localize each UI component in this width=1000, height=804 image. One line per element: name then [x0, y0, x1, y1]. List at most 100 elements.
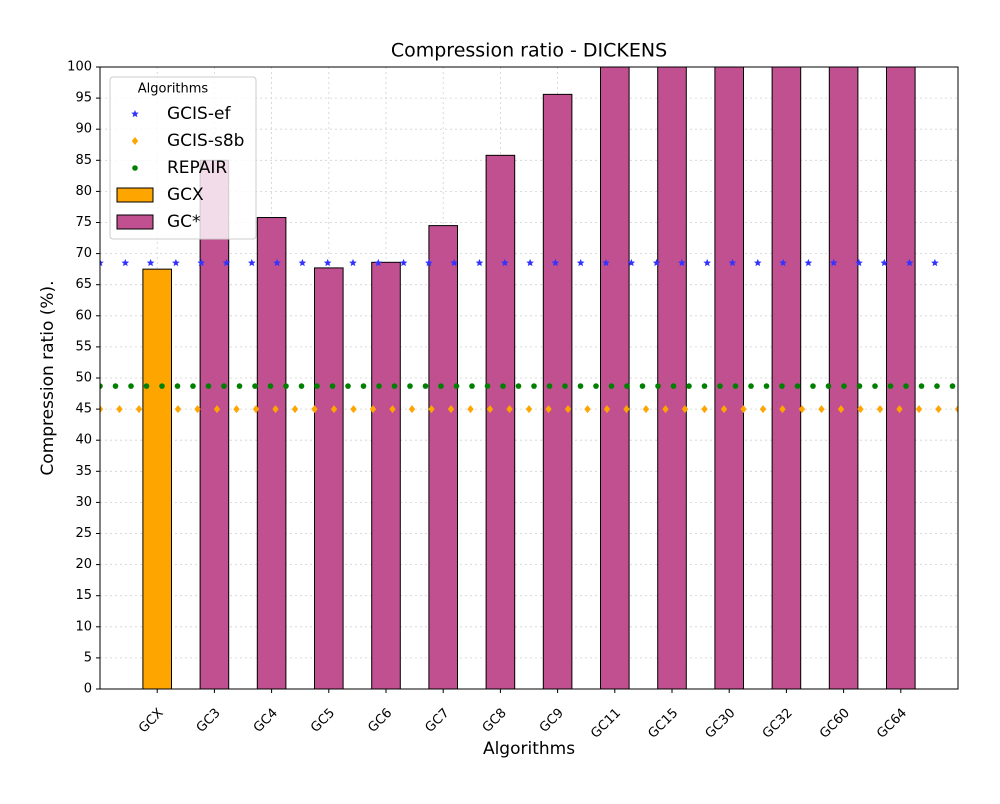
- marker: [841, 383, 847, 389]
- marker: [407, 383, 413, 389]
- marker: [475, 258, 484, 267]
- marker: [194, 405, 201, 414]
- marker: [500, 383, 506, 389]
- marker: [678, 258, 686, 267]
- marker: [732, 383, 739, 389]
- y-tick-label: 20: [75, 557, 92, 572]
- marker: [469, 383, 475, 389]
- marker: [273, 258, 281, 267]
- legend-label: GCX: [167, 185, 204, 205]
- marker: [501, 258, 509, 267]
- y-tick-label: 60: [75, 308, 92, 323]
- marker: [131, 137, 139, 145]
- marker: [143, 383, 150, 389]
- marker: [222, 258, 231, 267]
- y-tick-label: 25: [75, 526, 92, 541]
- marker: [453, 383, 460, 389]
- legend-swatch: [116, 214, 154, 230]
- marker: [759, 405, 767, 414]
- y-tick-label: 65: [75, 277, 92, 292]
- bar: [428, 225, 458, 689]
- bar: [542, 93, 573, 689]
- marker: [602, 258, 610, 267]
- marker: [467, 405, 474, 414]
- marker: [794, 383, 801, 389]
- marker: [323, 258, 332, 267]
- marker: [233, 405, 240, 414]
- marker: [810, 383, 816, 389]
- legend-title: Algorithms: [138, 82, 209, 97]
- marker: [116, 405, 123, 414]
- axes-frame: [99, 66, 959, 690]
- marker: [564, 405, 572, 414]
- marker: [818, 405, 825, 414]
- marker: [369, 405, 377, 414]
- marker: [949, 383, 956, 389]
- marker: [350, 405, 357, 414]
- marker: [174, 383, 181, 389]
- marker: [484, 383, 491, 389]
- marker: [221, 383, 227, 389]
- marker: [506, 405, 513, 414]
- marker: [918, 383, 925, 389]
- marker: [593, 383, 599, 389]
- plot-area: [100, 67, 958, 689]
- marker: [681, 405, 689, 414]
- bar: [199, 159, 230, 689]
- marker: [934, 383, 940, 389]
- marker: [526, 258, 534, 267]
- marker: [298, 383, 305, 389]
- marker: [525, 405, 533, 414]
- marker: [205, 383, 212, 389]
- marker: [190, 383, 196, 389]
- bar: [371, 261, 401, 689]
- marker: [291, 405, 299, 414]
- marker: [627, 258, 636, 267]
- marker: [935, 405, 942, 414]
- legend-swatch: [116, 187, 154, 203]
- marker: [829, 258, 838, 267]
- y-tick-label: 95: [75, 91, 92, 106]
- legend-label: GC*: [167, 212, 201, 232]
- marker: [345, 383, 351, 389]
- marker: [779, 405, 786, 414]
- marker: [825, 383, 832, 389]
- marker: [391, 383, 398, 389]
- marker: [128, 383, 134, 389]
- marker: [314, 383, 320, 389]
- y-tick-label: 50: [75, 371, 92, 386]
- marker: [283, 383, 289, 389]
- marker: [779, 258, 787, 267]
- marker: [174, 405, 182, 414]
- y-tick-label: 90: [75, 122, 92, 137]
- marker: [486, 405, 494, 414]
- marker: [754, 258, 762, 267]
- marker: [703, 258, 711, 267]
- marker: [880, 258, 889, 267]
- marker: [349, 258, 357, 267]
- y-tick-label: 35: [75, 464, 92, 479]
- marker: [623, 405, 630, 414]
- marker: [740, 405, 747, 414]
- marker: [857, 405, 864, 414]
- marker: [779, 383, 785, 389]
- marker: [100, 383, 103, 389]
- marker: [399, 258, 408, 267]
- marker: [642, 405, 650, 414]
- marker: [545, 405, 552, 414]
- bar: [828, 67, 859, 689]
- y-tick-label: 75: [75, 215, 92, 230]
- marker: [374, 258, 383, 267]
- marker: [360, 383, 367, 389]
- legend-label: REPAIR: [167, 158, 227, 178]
- bar: [314, 267, 344, 689]
- marker: [686, 383, 692, 389]
- marker: [717, 383, 723, 389]
- y-tick-label: 5: [84, 650, 92, 665]
- marker: [447, 405, 455, 414]
- marker: [662, 405, 669, 414]
- marker: [608, 383, 615, 389]
- marker: [748, 383, 754, 389]
- marker: [408, 405, 416, 414]
